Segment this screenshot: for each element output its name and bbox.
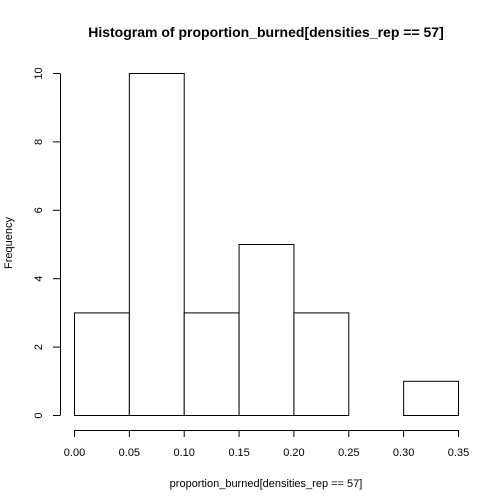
- x-tick-label-2: 0.10: [174, 447, 195, 459]
- histogram-bar-3: [238, 244, 295, 416]
- x-tick-label-1: 0.05: [119, 447, 140, 459]
- y-tick-label-3: 6: [33, 207, 45, 213]
- y-tick-label-4: 8: [33, 139, 45, 145]
- x-tick-label-7: 0.35: [448, 447, 469, 459]
- y-axis: 0 2 4 6 8 10: [33, 67, 61, 419]
- x-tick-label-0: 0.00: [64, 447, 85, 459]
- x-tick-label-5: 0.25: [338, 447, 359, 459]
- histogram-bar-4: [293, 312, 350, 416]
- y-tick-label-1: 2: [33, 344, 45, 350]
- histogram-bar-0: [74, 312, 130, 416]
- y-tick-label-2: 4: [33, 276, 45, 282]
- histogram-bar-6: [403, 380, 459, 416]
- bars-layer: [74, 73, 459, 416]
- y-tick-label-5: 10: [33, 67, 45, 79]
- x-tick-label-3: 0.15: [228, 447, 249, 459]
- y-tick-label-0: 0: [33, 412, 45, 418]
- x-axis: 0.00 0.05 0.10 0.15 0.20 0.25 0.30 0.35: [64, 430, 469, 459]
- histogram-bar-2: [183, 312, 240, 416]
- y-axis-label: Frequency: [3, 217, 15, 269]
- x-axis-label: proportion_burned[densities_rep == 57]: [170, 478, 363, 490]
- x-tick-label-6: 0.30: [393, 447, 414, 459]
- chart-title: Histogram of proportion_burned[densities…: [88, 24, 444, 40]
- histogram-bar-1: [128, 73, 185, 416]
- x-tick-label-4: 0.20: [283, 447, 304, 459]
